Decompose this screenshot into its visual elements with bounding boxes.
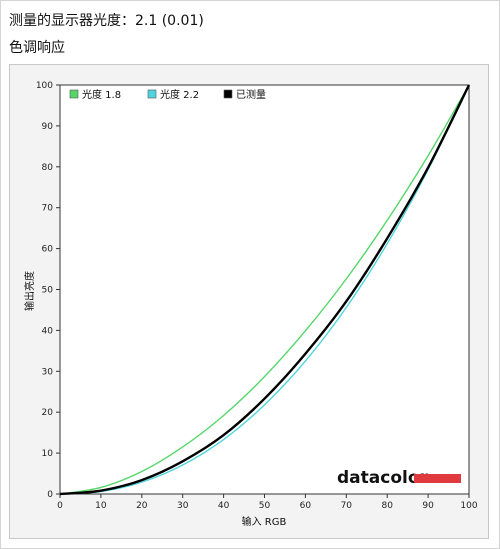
y-tick-label: 60 (42, 245, 54, 255)
page-title: 测量的显示器光度：2.1 (0.01) (9, 13, 204, 29)
x-tick-label: 100 (460, 501, 477, 511)
y-tick-label: 20 (42, 408, 54, 418)
x-tick-label: 70 (341, 501, 353, 511)
x-tick-label: 50 (259, 501, 271, 511)
y-axis-title: 输出亮度 (23, 271, 36, 311)
datacolor-logo-bar (414, 474, 461, 483)
x-tick-label: 90 (422, 501, 434, 511)
legend-label-3: 已测量 (236, 88, 266, 101)
legend-label-2: 光度 2.2 (160, 88, 199, 101)
y-tick-label: 70 (42, 204, 54, 214)
tone-response-chart: 0 10 20 30 40 50 60 70 80 90 100 0 10 20 30 40 50 60 70 80 9… (23, 81, 478, 528)
x-tick-label: 20 (136, 501, 148, 511)
y-tick-label: 90 (42, 122, 54, 132)
x-tick-label: 0 (57, 501, 63, 511)
chart-panel: 0 10 20 30 40 50 60 70 80 90 100 0 10 20 30 40 50 60 70 80 9… (9, 64, 489, 539)
legend-swatch-2 (147, 89, 157, 99)
y-tick-label: 30 (42, 367, 54, 377)
x-tick-label: 60 (300, 501, 312, 511)
series-line-3 (59, 84, 471, 496)
y-tick-label: 100 (36, 81, 53, 91)
series-line-1 (59, 84, 470, 495)
series-line-2 (59, 84, 470, 495)
y-tick-label: 40 (42, 326, 54, 336)
y-tick-label: 0 (47, 490, 53, 500)
x-tick-label: 10 (95, 501, 107, 511)
datacolor-logo-text: datacolor (337, 468, 429, 488)
y-tick-label: 80 (42, 163, 54, 173)
x-tick-label: 80 (381, 501, 393, 511)
x-tick-label: 40 (218, 501, 230, 511)
x-axis-title: 输入 RGB (242, 515, 287, 528)
legend-swatch-3 (223, 89, 233, 99)
legend-swatch-1 (69, 89, 79, 99)
x-tick-label: 30 (177, 501, 189, 511)
plot-area (59, 84, 470, 495)
y-tick-label: 50 (42, 286, 54, 296)
y-tick-label: 10 (42, 449, 54, 459)
legend-label-1: 光度 1.8 (82, 88, 121, 101)
datacolor-logo: datacolor (337, 468, 461, 488)
section-title: 色调响应 (9, 40, 65, 56)
